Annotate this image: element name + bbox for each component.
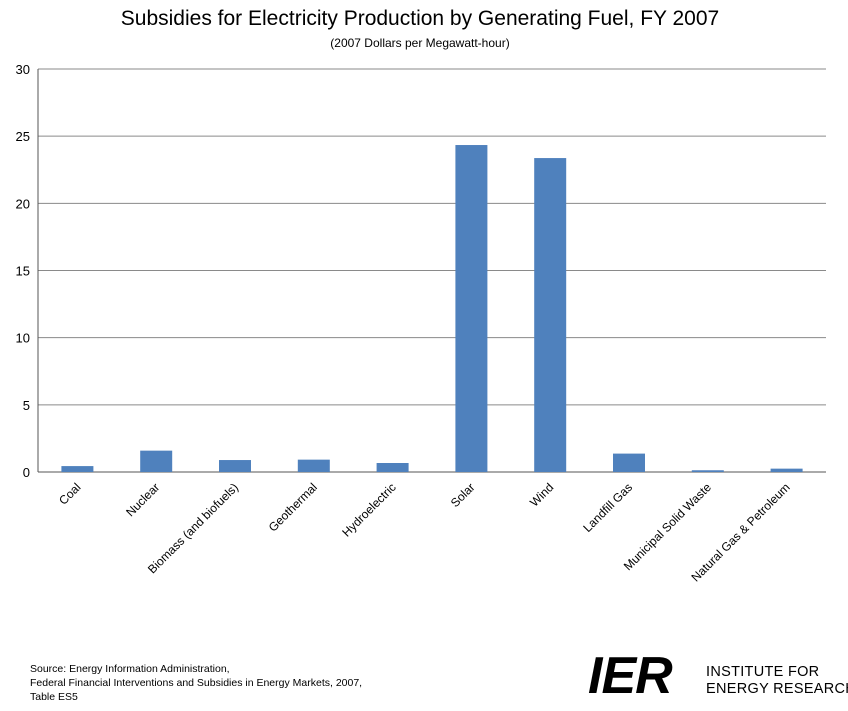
y-tick-label: 30 — [16, 62, 30, 77]
bar-geothermal — [297, 459, 330, 472]
ier-logo: IER INSTITUTE FOR ENERGY RESEARCH — [588, 647, 848, 705]
bar-nuclear — [140, 450, 173, 472]
x-tick-label: Landfill Gas — [580, 480, 635, 535]
x-tick-label: Nuclear — [123, 480, 162, 519]
gridlines — [37, 68, 826, 473]
ier-logo-line-2: ENERGY RESEARCH — [706, 681, 848, 697]
y-tick-label: 20 — [16, 196, 30, 211]
y-tick-label: 15 — [16, 264, 30, 279]
bar-biomass-and-biofuels — [219, 460, 251, 472]
x-tick-label: Wind — [527, 480, 556, 509]
x-tick-label: Municipal Solid Waste — [621, 480, 714, 573]
bar-municipal-solid-waste — [691, 470, 724, 472]
bar-solar — [455, 145, 488, 473]
bar-hydroelectric — [376, 462, 409, 472]
bar-natural-gas-petroleum — [770, 468, 803, 472]
chart-subtitle: (2007 Dollars per Megawatt-hour) — [330, 36, 510, 50]
x-tick-label: Biomass (and biofuels) — [145, 480, 241, 576]
bar-coal — [61, 466, 94, 472]
bar-landfill-gas — [613, 453, 645, 472]
y-axis-tick-labels: 0 5 10 15 20 25 30 — [16, 62, 30, 480]
y-tick-label: 0 — [23, 465, 30, 480]
bar-wind — [534, 158, 567, 473]
source-line-2: Federal Financial Interventions and Subs… — [30, 677, 363, 689]
chart-title: Subsidies for Electricity Production by … — [120, 7, 720, 30]
source-line-1: Source: Energy Information Administratio… — [30, 663, 230, 675]
ier-logo-mark: IER — [588, 647, 673, 705]
ier-logo-line-1: INSTITUTE FOR — [706, 664, 820, 680]
x-tick-label: Geothermal — [266, 480, 320, 534]
y-tick-label: 10 — [16, 331, 30, 346]
y-tick-label: 5 — [23, 398, 30, 413]
x-tick-label: Hydroelectric — [339, 480, 398, 539]
y-tick-label: 25 — [16, 129, 30, 144]
bars — [61, 145, 803, 473]
x-tick-label: Coal — [56, 480, 83, 507]
source-line-3: Table ES5 — [30, 691, 78, 703]
source-note: Source: Energy Information Administratio… — [30, 662, 362, 704]
x-tick-label: Solar — [448, 480, 478, 510]
